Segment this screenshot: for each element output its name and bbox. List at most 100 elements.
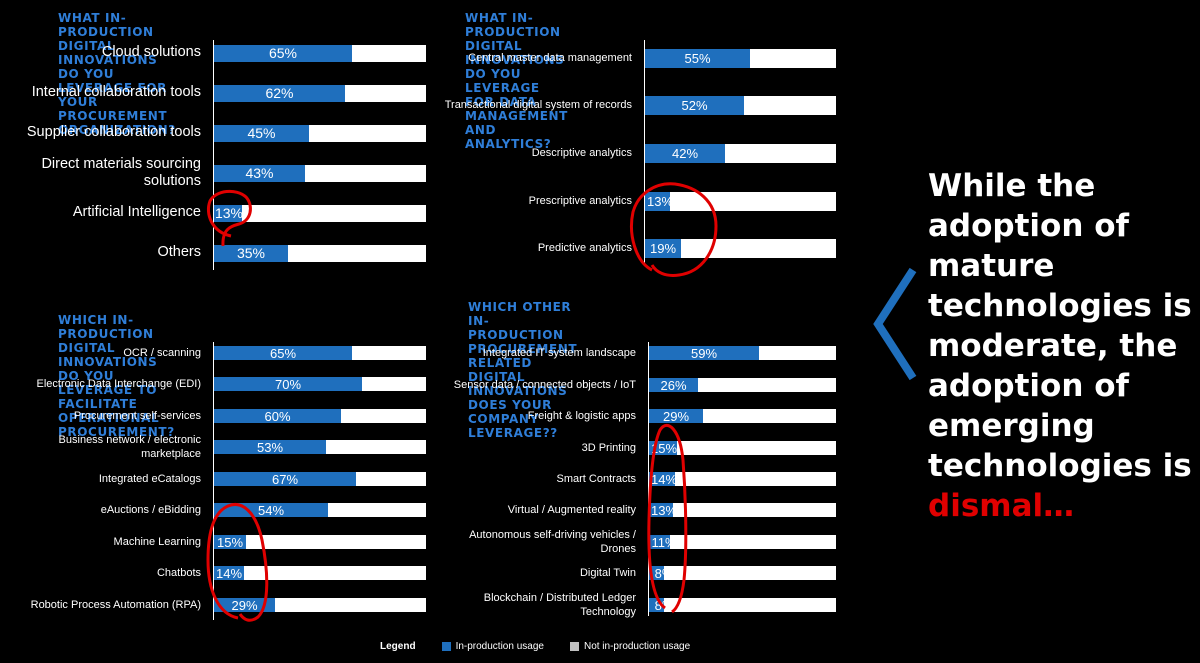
chart-title: WHAT IN-PRODUCTION DIGITAL INNOVATIONS D…	[465, 11, 568, 151]
data-label: 42%	[671, 145, 699, 161]
chevron-left-icon	[873, 267, 917, 381]
category-label: 3D Printing	[581, 442, 636, 454]
category-label: Procurement self-services	[73, 410, 201, 422]
bar-track: 29%	[214, 597, 426, 613]
bar-track: 13%	[645, 191, 836, 211]
data-label: 35%	[236, 245, 266, 261]
legend-item-in-production: In-production usage	[441, 641, 544, 652]
bar-track: 62%	[214, 84, 426, 102]
bar-track: 53%	[214, 439, 426, 455]
bar	[214, 535, 246, 549]
chart-title: WHAT IN-PRODUCTION DIGITAL INNOVATIONS D…	[58, 11, 176, 137]
bar-track: 65%	[214, 345, 426, 361]
data-label: 14%	[650, 471, 678, 487]
bar	[649, 535, 670, 549]
category-label: Digital Twin	[579, 567, 636, 579]
data-label: 67%	[271, 471, 299, 487]
bar	[214, 204, 242, 222]
legend-label-in-production: In-production usage	[455, 641, 544, 652]
data-label: 26%	[660, 377, 687, 393]
annotation-circle-analytics	[630, 182, 718, 277]
bar-track: 65%	[214, 44, 426, 62]
bar-track: 42%	[645, 143, 836, 163]
annotation-circle-operational	[206, 503, 269, 622]
data-label: 70%	[274, 376, 302, 392]
bar	[214, 409, 341, 423]
category-label: Sensor data / connected objects / IoT	[453, 379, 636, 391]
data-label: 59%	[690, 345, 718, 361]
chart-title: WHICH OTHER IN-PRODUCTION PROCUREMENT RE…	[468, 300, 578, 440]
bar-track: 70%	[214, 376, 426, 392]
bar-track: 8%	[649, 566, 836, 581]
legend-title: Legend	[380, 641, 416, 652]
category-label: Predictive analytics	[537, 242, 632, 254]
chart-axis	[648, 342, 649, 616]
bar-track: 13%	[649, 502, 836, 518]
category-label: Freight & logistic apps	[527, 410, 636, 422]
bar-track: 26%	[649, 377, 836, 393]
data-label: 29%	[231, 597, 258, 613]
category-label: Machine Learning	[113, 536, 201, 548]
category-label: Business network / electronic marketplac…	[58, 434, 201, 460]
data-label: 60%	[264, 408, 291, 424]
bar	[649, 503, 673, 517]
bar	[649, 409, 703, 423]
bar	[645, 238, 681, 258]
bar	[214, 164, 305, 182]
bar	[214, 84, 345, 102]
chart-axis	[213, 342, 214, 620]
bar-track: 14%	[649, 471, 836, 487]
bar	[214, 440, 326, 454]
bar-track: 55%	[645, 48, 836, 68]
bar-track: 52%	[645, 95, 836, 115]
bar	[214, 598, 275, 612]
legend-swatch-not-in-production	[569, 642, 579, 651]
callout-highlight: dismal…	[928, 488, 1075, 524]
category-label: eAuctions / eBidding	[100, 504, 201, 516]
bar-track: 35%	[214, 244, 426, 262]
data-label: 13%	[650, 502, 678, 518]
legend-item-not-in-production: Not in-production usage	[569, 641, 691, 652]
chart-axis	[644, 40, 645, 266]
bar-track: 29%	[649, 408, 836, 424]
bar	[645, 143, 725, 163]
category-label: Autonomous self-driving vehicles / Drone…	[469, 529, 636, 555]
category-label: Integrated eCatalogs	[98, 473, 201, 485]
annotation-circle-ai	[207, 189, 252, 247]
bar	[645, 48, 750, 68]
bar-track: 19%	[645, 238, 836, 258]
category-label: Supplier collaboration tools	[26, 124, 201, 141]
category-label: OCR / scanning	[123, 347, 201, 359]
bar	[649, 472, 675, 486]
category-label: Descriptive analytics	[531, 147, 632, 159]
bar	[649, 378, 698, 392]
bar	[214, 124, 309, 142]
data-label: 29%	[662, 408, 690, 424]
data-label: 43%	[245, 165, 274, 181]
bar-track: 45%	[214, 124, 426, 142]
data-label: 65%	[268, 45, 298, 61]
category-label: Artificial Intelligence	[72, 204, 201, 221]
legend-label-not-in-production: Not in-production usage	[583, 641, 691, 652]
bar	[214, 472, 356, 486]
bar	[649, 346, 759, 360]
data-label: 65%	[269, 345, 297, 361]
callout: While the adoption of mature technologie…	[928, 166, 1198, 526]
data-label: 15%	[650, 440, 678, 456]
bar	[214, 566, 244, 580]
bar-track: 13%	[214, 204, 426, 222]
bar	[645, 95, 744, 115]
legend-swatch-in-production	[441, 642, 451, 651]
data-label: 54%	[257, 502, 285, 518]
data-label: 19%	[649, 240, 677, 256]
category-label: Chatbots	[156, 567, 201, 579]
category-label: Smart Contracts	[556, 473, 636, 485]
category-label: Robotic Process Automation (RPA)	[30, 599, 201, 611]
data-label: 53%	[256, 439, 284, 455]
data-label: 62%	[265, 85, 294, 101]
bar	[214, 346, 352, 360]
category-label: Direct materials sourcing solutions	[41, 155, 201, 190]
data-label: 52%	[681, 97, 708, 113]
data-label: 13%	[646, 193, 674, 209]
